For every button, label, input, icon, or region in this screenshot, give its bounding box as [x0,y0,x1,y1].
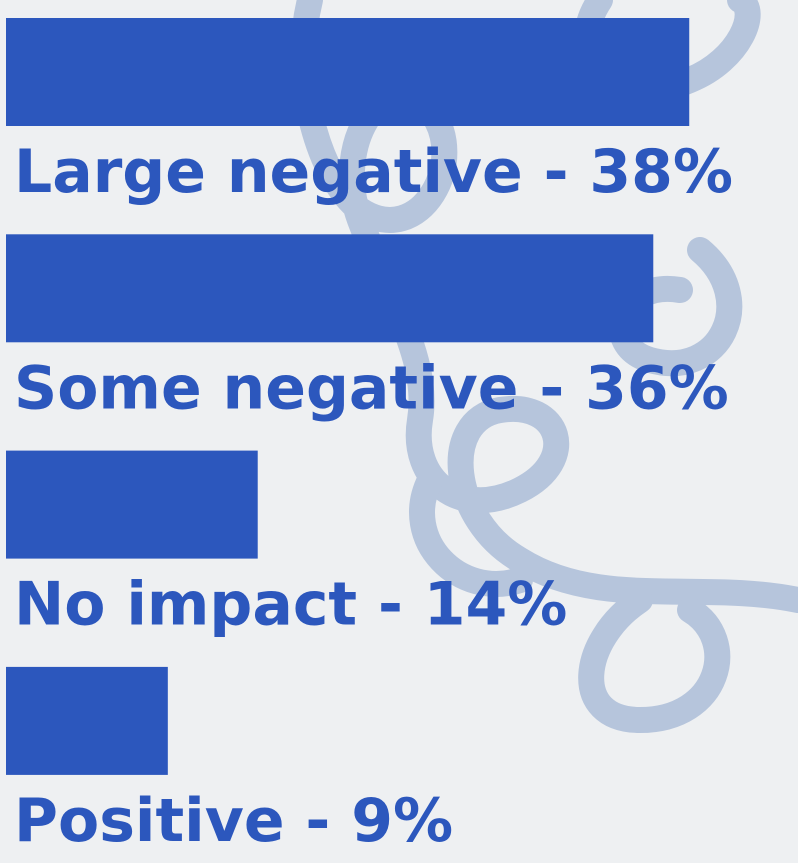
bar [6,18,690,126]
bar [6,666,168,775]
bar-label: Positive - 9% [14,786,453,856]
bar [6,234,654,343]
bar-label: Large negative - 38% [14,137,733,207]
bar [6,450,258,559]
bar-label: Some negative - 36% [14,353,729,423]
bar-label: No impact - 14% [14,570,567,640]
